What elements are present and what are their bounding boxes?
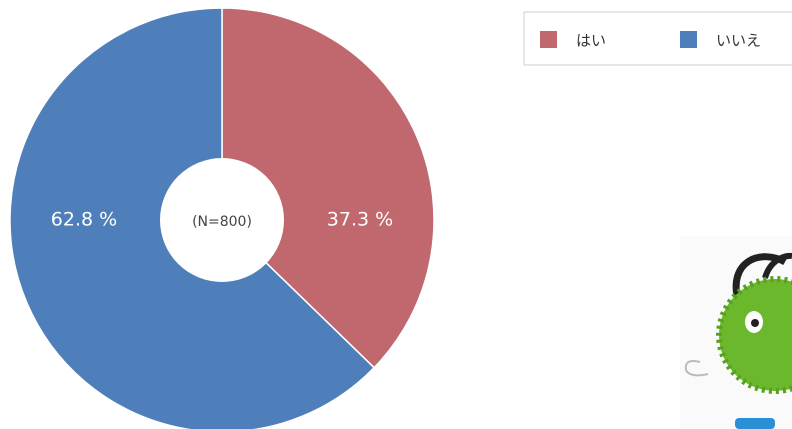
donut-hole	[160, 158, 284, 282]
pie: 37.3 % 62.8 % (N=800)	[9, 7, 435, 429]
legend-label: いいえ	[716, 32, 761, 50]
legend-swatch	[540, 31, 557, 48]
legend-label: はい	[576, 32, 606, 50]
legend-swatch	[680, 31, 697, 48]
center-label: (N=800)	[192, 214, 252, 230]
legend-box	[523, 11, 792, 66]
slice	[221, 7, 435, 369]
mascot	[680, 236, 792, 429]
legend: はい いいえ	[523, 11, 792, 66]
value-label: 37.3 %	[327, 209, 393, 231]
value-label: 62.8 %	[51, 209, 117, 231]
